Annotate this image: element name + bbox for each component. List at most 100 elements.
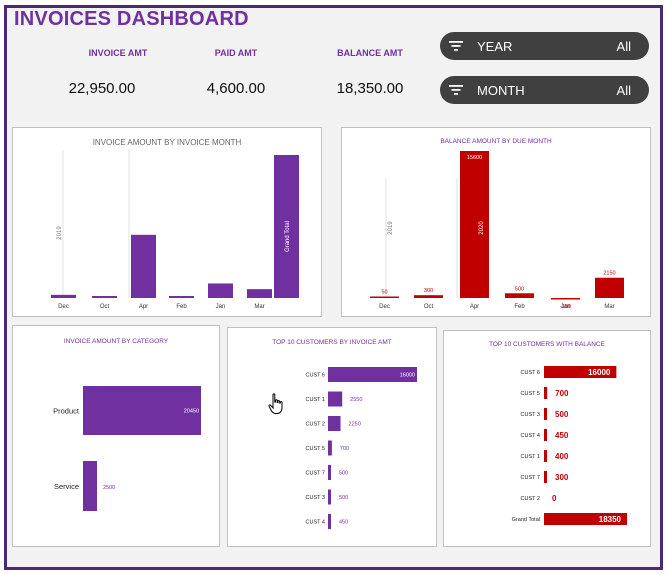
hand-cursor-icon — [268, 393, 284, 420]
data-label: 2550 — [350, 397, 362, 403]
x-tick-label: Jan — [216, 304, 226, 310]
data-label: 0 — [552, 494, 557, 503]
chart-title: BALANCE AMOUNT BY DUE MONTH — [440, 138, 552, 145]
year-label: 2020 — [133, 221, 139, 235]
bar-cust-3 — [328, 489, 331, 505]
customer-label: CUST 1 — [306, 397, 325, 403]
bar-feb — [505, 293, 534, 298]
invoice-by-category-chart: Product 20450 Service 2500 — [53, 386, 201, 511]
kpi-invoice-amt-value: 22,950.00 — [68, 80, 136, 97]
category-label: Service — [54, 482, 79, 491]
customer-label: CUST 7 — [521, 475, 540, 481]
customer-label: CUST 1 — [521, 454, 540, 460]
bar-cust-7 — [328, 465, 331, 480]
data-label: 700 — [340, 446, 349, 452]
month-slicer-label: MONTH — [477, 82, 525, 98]
customer-label: CUST 4 — [521, 433, 540, 439]
chart-title: INVOICE AMOUNT BY INVOICE MONTH — [92, 138, 242, 147]
top-customers-balance-panel[interactable]: TOP 10 CUSTOMERS WITH BALANCE CUST 6 1600… — [443, 330, 651, 547]
bar-cust-5 — [328, 440, 332, 456]
filter-icon — [449, 39, 471, 54]
year-label: 2020 — [479, 221, 485, 235]
customer-label: CUST 4 — [306, 520, 325, 526]
x-tick-label: Feb — [514, 304, 525, 310]
bar-mar — [247, 289, 272, 298]
filter-icon — [449, 83, 471, 98]
bar-cust-4 — [544, 429, 547, 441]
bar-cust-2 — [328, 416, 341, 431]
data-label: 400 — [555, 452, 569, 461]
data-label: 2250 — [349, 422, 361, 428]
invoice-by-category-panel[interactable]: INVOICE AMOUNT BY CATEGORY Product 20450 S… — [12, 325, 220, 547]
bar-cust-1 — [544, 450, 547, 462]
x-tick-label: Apr — [139, 304, 148, 310]
x-tick-label: Jan — [561, 304, 571, 310]
data-label: 16000 — [588, 368, 611, 377]
customer-label: CUST 6 — [306, 373, 325, 379]
month-slicer-value: All — [616, 82, 631, 98]
top-customers-balance-chart: CUST 6 16000 CUST 5 700 CUST 3 500 CUST 4 450 CU… — [512, 366, 627, 525]
bar-dec — [51, 294, 76, 298]
data-label: 20450 — [184, 409, 199, 415]
bar-mar — [595, 277, 624, 298]
data-label: 450 — [339, 520, 348, 526]
x-tick-label: Oct — [424, 304, 434, 310]
bar-oct — [414, 295, 443, 298]
bar-cust-4 — [328, 514, 331, 529]
year-label: 2019 — [57, 226, 63, 240]
bar-product — [83, 386, 201, 435]
chart-title: TOP 10 CUSTOMERS WITH BALANCE — [489, 341, 605, 348]
x-tick-label: Mar — [604, 304, 614, 310]
customer-label: CUST 5 — [306, 446, 325, 452]
customer-label: CUST 7 — [306, 471, 325, 477]
bar-cust-1 — [328, 391, 343, 407]
customer-label: Grand Total — [512, 517, 540, 523]
data-label: 18350 — [599, 515, 622, 524]
bar-service — [83, 461, 97, 511]
bar-dec — [370, 296, 399, 298]
x-tick-label: Oct — [100, 304, 110, 310]
bar-feb — [169, 296, 194, 298]
balance-by-due-month-panel[interactable]: BALANCE AMOUNT BY DUE MONTH 50 Dec 300 Oct 1… — [341, 127, 651, 317]
bar-jan — [551, 298, 580, 300]
bar-apr — [460, 151, 489, 298]
x-tick-label: Apr — [470, 304, 479, 310]
bar-jan — [208, 283, 233, 298]
data-label: 2500 — [103, 485, 115, 491]
x-tick-label: Feb — [176, 304, 187, 310]
top-customers-invoice-chart: CUST 6 16000 CUST 1 2550 CUST 2 2250 CUST 5 700… — [306, 367, 417, 529]
category-label: Product — [53, 407, 80, 416]
x-tick-label: Dec — [379, 304, 390, 310]
data-label: 500 — [515, 286, 524, 292]
bar-cust-6 — [328, 367, 417, 382]
data-label: 450 — [555, 431, 569, 440]
year-slicer[interactable]: YEAR All — [440, 32, 649, 60]
customer-label: CUST 3 — [521, 412, 540, 418]
customer-label: CUST 5 — [521, 391, 540, 397]
data-label: 300 — [555, 473, 569, 482]
grand-total-label: Grand Total — [285, 221, 291, 252]
data-label: 700 — [555, 389, 569, 398]
data-label: 500 — [555, 410, 569, 419]
year-slicer-label: YEAR — [477, 38, 513, 54]
customer-label: CUST 3 — [306, 495, 325, 501]
bar-cust-5 — [544, 387, 548, 399]
bar-grand-total — [544, 513, 627, 525]
chart-title: INVOICE AMOUNT BY CATEGORY — [63, 338, 169, 345]
chart-title: TOP 10 CUSTOMERS BY INVOICE AMT — [272, 339, 392, 346]
data-label: 16000 — [400, 373, 415, 379]
kpi-paid-amt-label: PAID AMT — [214, 48, 258, 58]
bar-cust-6 — [544, 366, 617, 378]
top-customers-invoice-panel[interactable]: TOP 10 CUSTOMERS BY INVOICE AMT CUST 6 16… — [227, 327, 437, 547]
customer-label: CUST 2 — [521, 496, 540, 502]
bar-grand-total — [274, 155, 299, 298]
invoice-by-month-panel[interactable]: INVOICE AMOUNT BY INVOICE MONTH Dec Oct Ap… — [12, 127, 322, 317]
data-label: 500 — [339, 495, 348, 501]
data-label: -150 — [560, 304, 571, 310]
customer-label: CUST 6 — [521, 370, 540, 376]
year-slicer-value: All — [616, 38, 631, 54]
month-slicer[interactable]: MONTH All — [440, 76, 649, 104]
data-label: 300 — [424, 288, 433, 294]
x-tick-label: Dec — [58, 304, 69, 310]
